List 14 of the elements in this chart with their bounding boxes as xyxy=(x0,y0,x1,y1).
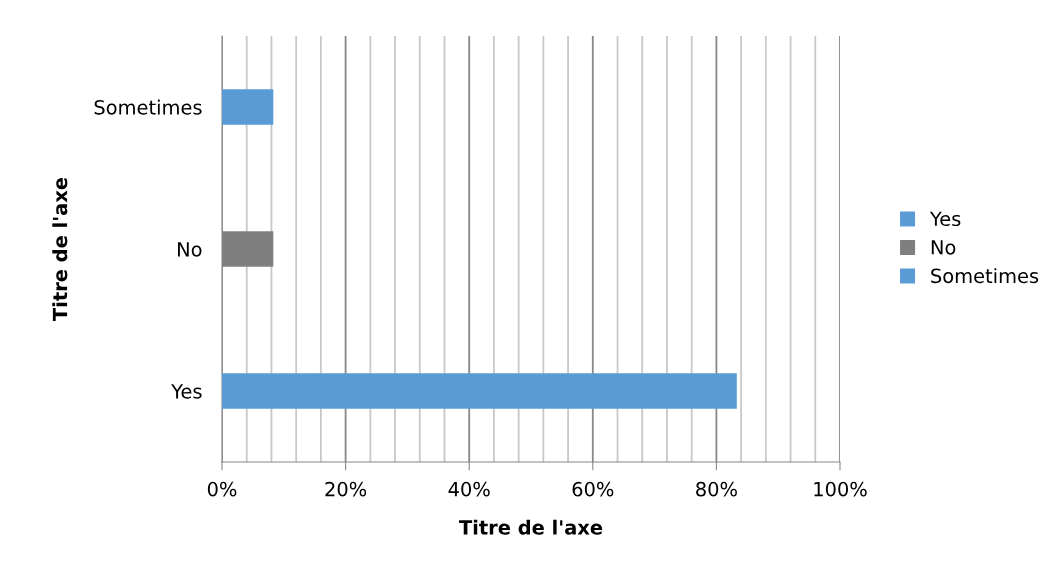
x-tick-label: 100% xyxy=(814,481,867,497)
y-tick-label: No xyxy=(178,242,202,257)
x-tick-label: 60% xyxy=(572,481,614,497)
y-axis-title: Titre de l'axe xyxy=(52,177,68,321)
x-tick-label: 0% xyxy=(207,481,237,497)
y-tick-label: Yes xyxy=(171,384,202,399)
x-tick-label: 20% xyxy=(325,481,367,497)
x-axis-title: Titre de l'axe xyxy=(459,519,603,535)
legend-label: Sometimes xyxy=(931,268,1039,284)
x-tick-label: 80% xyxy=(696,481,737,497)
legend-label: Yes xyxy=(929,211,961,227)
x-tick-label: 40% xyxy=(448,481,490,497)
legend-label: No xyxy=(931,240,956,255)
y-tick-label: Sometimes xyxy=(94,99,202,115)
